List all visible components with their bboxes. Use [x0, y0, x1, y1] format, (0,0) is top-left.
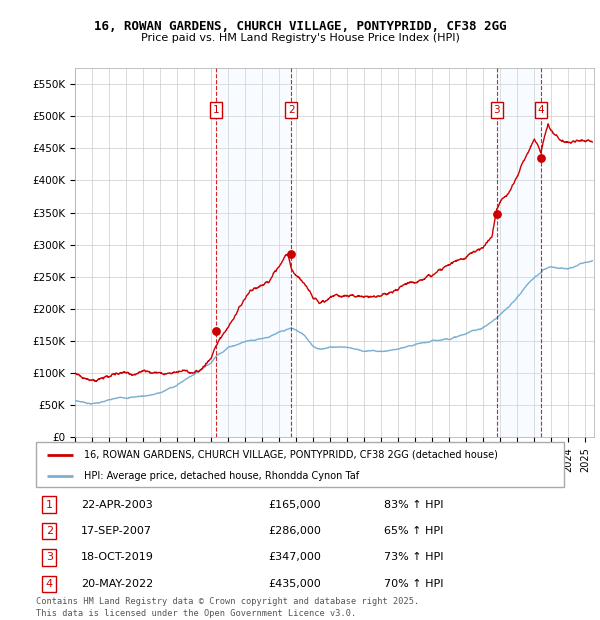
Text: 2: 2: [288, 105, 295, 115]
Text: 70% ↑ HPI: 70% ↑ HPI: [385, 579, 444, 589]
Text: 16, ROWAN GARDENS, CHURCH VILLAGE, PONTYPRIDD, CF38 2GG: 16, ROWAN GARDENS, CHURCH VILLAGE, PONTY…: [94, 20, 506, 32]
Text: £286,000: £286,000: [268, 526, 321, 536]
Point: [286, 249, 296, 259]
Text: 73% ↑ HPI: 73% ↑ HPI: [385, 552, 444, 562]
Text: £165,000: £165,000: [268, 500, 321, 510]
Text: 3: 3: [494, 105, 500, 115]
Text: 83% ↑ HPI: 83% ↑ HPI: [385, 500, 444, 510]
Text: 1: 1: [213, 105, 220, 115]
Text: 4: 4: [538, 105, 544, 115]
Text: 3: 3: [46, 552, 53, 562]
Point: [536, 153, 546, 163]
Point: [212, 326, 221, 336]
Text: 16, ROWAN GARDENS, CHURCH VILLAGE, PONTYPRIDD, CF38 2GG (detached house): 16, ROWAN GARDENS, CHURCH VILLAGE, PONTY…: [83, 450, 497, 459]
Text: £347,000: £347,000: [268, 552, 321, 562]
Text: 1: 1: [46, 500, 53, 510]
FancyBboxPatch shape: [36, 442, 564, 487]
Bar: [497, 68, 541, 437]
Text: Price paid vs. HM Land Registry's House Price Index (HPI): Price paid vs. HM Land Registry's House …: [140, 33, 460, 43]
Text: 22-APR-2003: 22-APR-2003: [81, 500, 152, 510]
Text: £435,000: £435,000: [268, 579, 321, 589]
Text: 18-OCT-2019: 18-OCT-2019: [81, 552, 154, 562]
Bar: [217, 68, 291, 437]
Text: Contains HM Land Registry data © Crown copyright and database right 2025.
This d: Contains HM Land Registry data © Crown c…: [36, 597, 419, 618]
Text: 4: 4: [46, 579, 53, 589]
Text: 17-SEP-2007: 17-SEP-2007: [81, 526, 152, 536]
Point: [492, 210, 502, 219]
Text: 65% ↑ HPI: 65% ↑ HPI: [385, 526, 444, 536]
Text: 2: 2: [46, 526, 53, 536]
Text: 20-MAY-2022: 20-MAY-2022: [81, 579, 153, 589]
Text: HPI: Average price, detached house, Rhondda Cynon Taf: HPI: Average price, detached house, Rhon…: [83, 471, 359, 480]
